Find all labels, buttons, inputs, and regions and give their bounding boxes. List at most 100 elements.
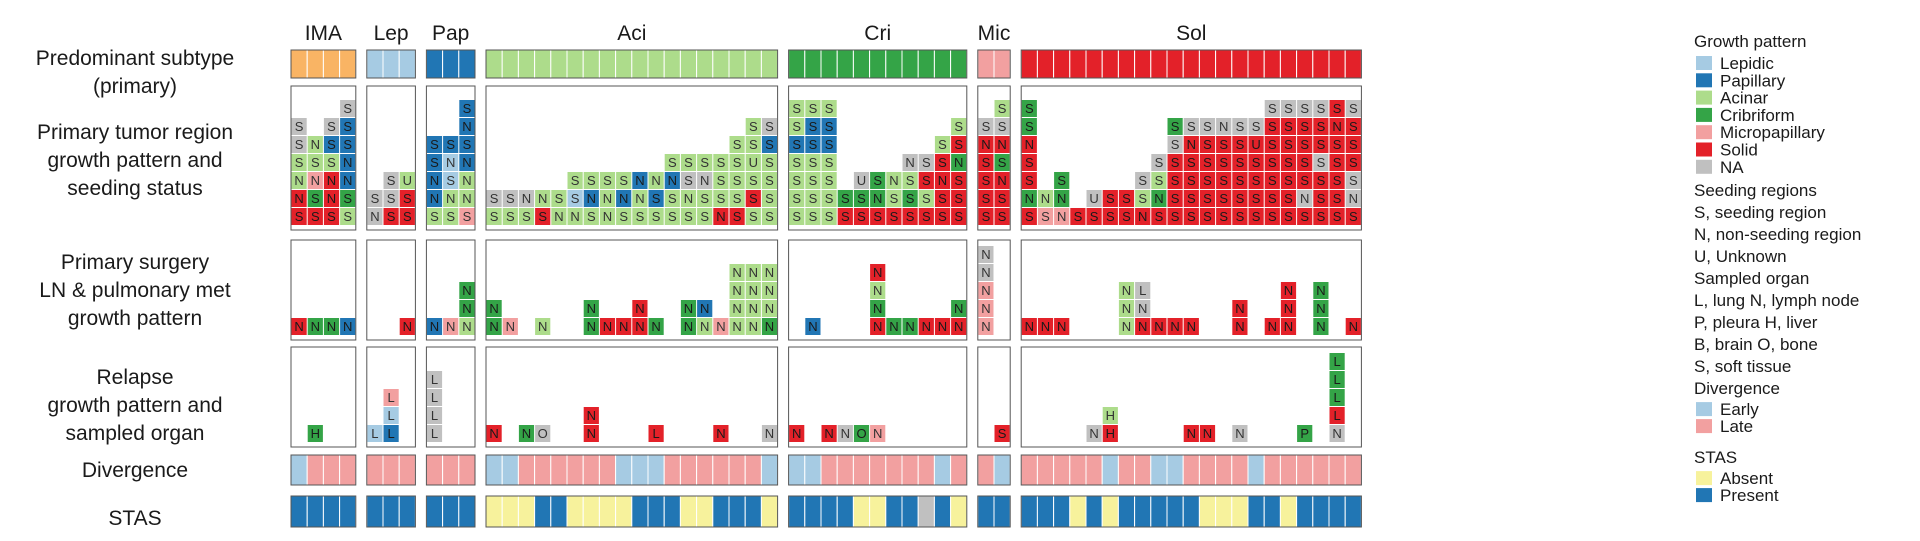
- predominant-cell: [339, 49, 357, 79]
- primary-region-cell: [978, 190, 994, 207]
- divergence-cell: [804, 454, 822, 486]
- primary-region-cell: [1135, 172, 1151, 189]
- primary-region-cell-letter: S: [733, 155, 742, 170]
- primary-region-cell: [697, 154, 713, 171]
- primary-region-cell: [1313, 172, 1329, 189]
- divergence-cell: [820, 454, 838, 486]
- primary-region-cell: [443, 136, 459, 153]
- primary-region-cell: [443, 208, 459, 225]
- predominant-cell: [290, 49, 308, 79]
- stas-cell: [290, 495, 308, 528]
- primary-region-cell-letter: U: [1089, 191, 1098, 206]
- surgery-cell: [1151, 318, 1167, 335]
- divergence-cell: [788, 454, 806, 486]
- predominant-panel: [485, 49, 779, 79]
- primary-region-cell-letter: S: [652, 191, 661, 206]
- primary-region-cell-letter: S: [343, 119, 352, 134]
- stas-cell: [550, 495, 568, 528]
- primary-region-cell: [1345, 190, 1361, 207]
- primary-region-cell: [502, 208, 518, 225]
- predominant-cell: [679, 49, 698, 79]
- primary-region-cell-letter: S: [295, 155, 304, 170]
- stas-cell: [566, 495, 584, 528]
- surgery-cell: [886, 318, 902, 335]
- predominant-cell: [1344, 49, 1362, 79]
- primary-region-cell: [1102, 208, 1118, 225]
- primary-region-cell-letter: S: [327, 155, 336, 170]
- stas-cell: [339, 495, 357, 528]
- predominant-cell: [836, 49, 854, 79]
- primary-region-cell-letter: S: [587, 173, 596, 188]
- surgery-cell: [459, 282, 475, 299]
- relapse-cell-letter: L: [1333, 354, 1340, 369]
- primary-region-cell: [951, 136, 967, 153]
- primary-region-cell: [1280, 118, 1297, 135]
- primary-region-cell: [583, 208, 599, 225]
- divergence-cell: [1198, 454, 1217, 486]
- surgery-cell-letter: N: [732, 301, 741, 316]
- relapse-cell-letter: N: [587, 408, 596, 423]
- primary-region-cell-letter: S: [1171, 137, 1180, 152]
- primary-region-cell: [994, 208, 1010, 225]
- divergence-cell: [1263, 454, 1281, 486]
- primary-region-cell-letter: S: [1219, 137, 1228, 152]
- primary-region-cell: [1264, 208, 1280, 225]
- divergence-cell: [598, 454, 617, 486]
- primary-region-cell: [535, 190, 551, 207]
- primary-region-cell: [713, 172, 729, 189]
- surgery-cell-letter: N: [808, 319, 817, 334]
- group-header: Pap: [432, 22, 469, 45]
- relapse-panel: [977, 346, 1011, 448]
- surgery-cell: [486, 300, 502, 317]
- primary-region-cell: [680, 154, 697, 171]
- stas-cell: [534, 495, 552, 528]
- primary-region-cell-letter: S: [765, 173, 774, 188]
- primary-panel: [1020, 85, 1362, 231]
- surgery-cell-letter: N: [922, 319, 931, 334]
- primary-region-cell: [1216, 208, 1232, 225]
- primary-region-cell-letter: N: [700, 173, 709, 188]
- predominant-cell: [458, 49, 476, 79]
- primary-region-cell-letter: N: [635, 191, 644, 206]
- primary-region-cell: [761, 118, 778, 135]
- primary-region-cell-letter: S: [1349, 119, 1358, 134]
- primary-region-cell-letter: S: [1284, 119, 1293, 134]
- primary-region-cell: [994, 154, 1010, 171]
- primary-region-cell-letter: S: [1171, 191, 1180, 206]
- surgery-cell: [761, 318, 778, 335]
- primary-region-cell: [291, 136, 307, 153]
- primary-region-cell: [1329, 172, 1345, 189]
- primary-region-cell-letter: S: [652, 209, 661, 224]
- primary-region-cell-letter: S: [1155, 173, 1164, 188]
- primary-region-cell: [1183, 190, 1199, 207]
- primary-region-cell-letter: S: [717, 173, 726, 188]
- surgery-cell: [918, 318, 934, 335]
- primary-region-cell-letter: S: [571, 173, 580, 188]
- primary-region-cell: [340, 100, 356, 117]
- surgery-cell-letter: N: [732, 265, 741, 280]
- surgery-cell: [291, 318, 307, 335]
- relapse-cell: [383, 425, 399, 442]
- primary-region-cell-letter: S: [1219, 191, 1228, 206]
- surgery-panel: [425, 239, 476, 341]
- primary-region-cell-letter: S: [343, 191, 352, 206]
- primary-region-cell: [664, 154, 680, 171]
- primary-region-cell-letter: S: [1187, 155, 1196, 170]
- primary-panel: [977, 85, 1011, 231]
- primary-region-cell: [1167, 208, 1183, 225]
- primary-region-cell-letter: S: [1333, 137, 1342, 152]
- primary-region-cell: [729, 136, 745, 153]
- surgery-cell-letter: N: [954, 301, 963, 316]
- divergence-cell: [696, 454, 714, 486]
- surgery-cell: [680, 300, 697, 317]
- surgery-cell: [978, 282, 994, 299]
- surgery-cell-letter: L: [1139, 283, 1146, 298]
- surgery-cell-letter: N: [700, 301, 709, 316]
- stas-cell: [679, 495, 698, 528]
- stas-cell: [1328, 495, 1346, 528]
- primary-region-cell-letter: S: [700, 155, 709, 170]
- predominant-cell: [615, 49, 633, 79]
- primary-region-cell-letter: N: [538, 191, 547, 206]
- stas-cell: [1279, 495, 1298, 528]
- surgery-cell: [745, 318, 761, 335]
